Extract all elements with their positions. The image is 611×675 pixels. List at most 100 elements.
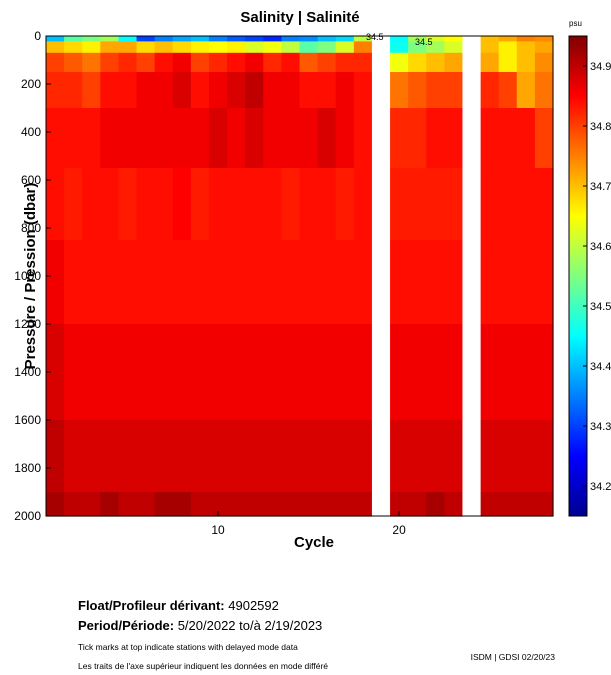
heatmap-cell [317, 492, 337, 517]
heatmap-cell [317, 240, 337, 325]
note-english: Tick marks at top indicate stations with… [78, 642, 298, 652]
heatmap-cell [534, 36, 554, 42]
heatmap-cell [480, 41, 500, 54]
heatmap-cell [100, 52, 120, 73]
heatmap-cell [534, 492, 554, 517]
y-tick-label: 0 [34, 29, 41, 43]
heatmap-cell [46, 41, 65, 54]
y-tick-label: 600 [21, 173, 41, 187]
heatmap-cell [335, 240, 355, 325]
heatmap-cell [46, 108, 65, 169]
heatmap-cell [118, 36, 138, 42]
y-tick-label: 1800 [14, 461, 41, 475]
heatmap-cell [208, 52, 228, 73]
heatmap-cell [172, 52, 192, 73]
heatmap-cell [64, 240, 83, 325]
heatmap-cell [299, 108, 319, 169]
heatmap-cell [46, 52, 65, 73]
missing-cycle-gap [462, 36, 481, 516]
y-tick-label: 1200 [14, 317, 41, 331]
heatmap-cell [100, 72, 120, 109]
heatmap-cell [172, 41, 192, 54]
chart-title: Salinity | Salinité [240, 9, 359, 26]
heatmap-cell [46, 240, 65, 325]
heatmap-cell [245, 72, 264, 109]
heatmap-cell [534, 41, 554, 54]
heatmap-cell [136, 324, 156, 421]
heatmap-cell [82, 168, 101, 241]
heatmap-cell [299, 168, 319, 241]
heatmap-cell [263, 36, 282, 42]
heatmap-cell [498, 492, 518, 517]
heatmap-cell [64, 324, 83, 421]
heatmap-cell [390, 36, 409, 42]
heatmap-cell [408, 420, 427, 493]
heatmap-cell [516, 108, 536, 169]
heatmap-cell [498, 240, 518, 325]
heatmap-cell [299, 240, 319, 325]
heatmap-cell [118, 324, 138, 421]
heatmap-cell [208, 324, 228, 421]
heatmap-cell [317, 168, 337, 241]
x-tick-label: 10 [211, 523, 225, 537]
heatmap-cell [136, 52, 156, 73]
heatmap-cell [82, 492, 101, 517]
heatmap-cell [118, 41, 138, 54]
heatmap-cell [64, 108, 83, 169]
heatmap-cell [335, 41, 355, 54]
heatmap-cell [227, 36, 246, 42]
heatmap-cell [118, 240, 138, 325]
heatmap-cell [353, 420, 373, 493]
colorbar-tick-label: 34.3 [590, 421, 611, 433]
y-tick-label: 1600 [14, 413, 41, 427]
heatmap-cell [390, 324, 409, 421]
heatmap-cell [317, 420, 337, 493]
heatmap-cell [118, 492, 138, 517]
heatmap-cell [154, 324, 174, 421]
heatmap-cell [534, 72, 554, 109]
heatmap-cell [208, 168, 228, 241]
heatmap-cell [172, 240, 192, 325]
heatmap-cell [64, 36, 83, 42]
credit-stamp: ISDM | GDSI 02/20/23 [470, 652, 555, 662]
heatmap-cell [390, 492, 409, 517]
heatmap-cell [426, 168, 445, 241]
heatmap-cell [480, 108, 500, 169]
float-label: Float/Profileur dérivant: [78, 598, 225, 613]
colorbar-tick-label: 34.8 [590, 121, 611, 133]
heatmap-cell [190, 108, 210, 169]
heatmap-cell [118, 72, 138, 109]
heatmap-cell [353, 108, 373, 169]
heatmap-cell [426, 36, 445, 42]
heatmap-cell [281, 492, 301, 517]
heatmap-cell [444, 168, 464, 241]
heatmap-cell [136, 72, 156, 109]
missing-cycle-gaps [371, 36, 481, 516]
period-line: Period/Période: 5/20/2022 to/à 2/19/2023 [78, 618, 322, 633]
heatmap-cell [444, 492, 464, 517]
heatmap-cell [426, 492, 445, 517]
heatmap-cell [118, 420, 138, 493]
heatmap-cell [408, 36, 427, 42]
heatmap-cell [498, 108, 518, 169]
heatmap-cell [498, 168, 518, 241]
heatmap-cell [444, 420, 464, 493]
heatmap-cell [245, 41, 264, 54]
heatmap-cell [208, 420, 228, 493]
heatmap-cell [390, 52, 409, 73]
heatmap-cell [136, 420, 156, 493]
heatmap-cell [408, 72, 427, 109]
heatmap-cell [208, 41, 228, 54]
colorbar-tick-label: 34.4 [590, 361, 611, 373]
period-value: 5/20/2022 to/à 2/19/2023 [177, 618, 323, 633]
heatmap-cell [245, 492, 264, 517]
heatmap-cell [245, 324, 264, 421]
heatmap-cell [172, 324, 192, 421]
heatmap-cell [516, 168, 536, 241]
heatmap-cell [444, 324, 464, 421]
heatmap-cell [82, 52, 101, 73]
heatmap-cell [82, 324, 101, 421]
heatmap-cell [118, 168, 138, 241]
contour-label: 34.5 [366, 32, 384, 42]
